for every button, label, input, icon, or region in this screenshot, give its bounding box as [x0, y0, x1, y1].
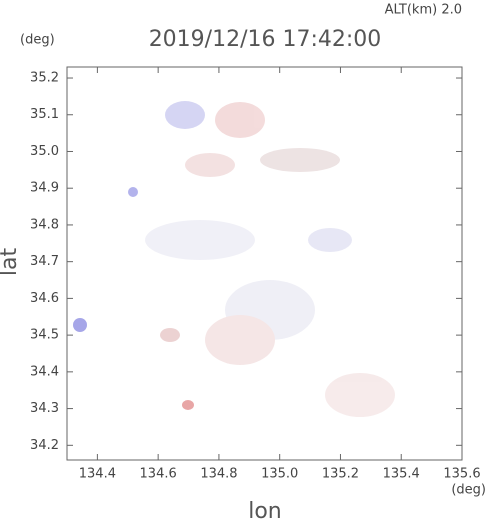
- y-tick-label: 34.8: [30, 217, 59, 232]
- chart-title: 2019/12/16 17:42:00: [149, 27, 382, 52]
- y-tick-label: 34.6: [30, 291, 59, 306]
- x-unit: (deg): [451, 483, 486, 498]
- y-tick-label: 35.1: [30, 107, 59, 122]
- x-tick-label: 134.6: [140, 467, 177, 482]
- x-tick-label: 134.8: [200, 467, 237, 482]
- echo-field: [73, 101, 395, 417]
- x-tick-label: 134.4: [79, 467, 116, 482]
- y-tick-label: 34.2: [30, 438, 59, 453]
- x-tick-label: 135.2: [322, 467, 359, 482]
- y-tick-label: 35.2: [30, 71, 59, 86]
- y-unit: (deg): [20, 33, 55, 48]
- x-tick-label: 135.4: [383, 467, 420, 482]
- plot-frame: [66, 66, 463, 461]
- y-tick-label: 34.5: [30, 328, 59, 343]
- y-tick-label: 35.0: [30, 144, 59, 159]
- y-tick-label: 34.4: [30, 364, 59, 379]
- y-tick-label: 34.9: [30, 181, 59, 196]
- y-tick-label: 34.7: [30, 254, 59, 269]
- annotation: ALT(km) 2.0: [385, 3, 462, 18]
- x-axis-label: lon: [248, 499, 282, 521]
- x-tick-label: 135.6: [443, 467, 480, 482]
- y-tick-label: 34.3: [30, 401, 59, 416]
- x-tick-label: 135.0: [261, 467, 298, 482]
- y-axis-label: lat: [0, 248, 22, 277]
